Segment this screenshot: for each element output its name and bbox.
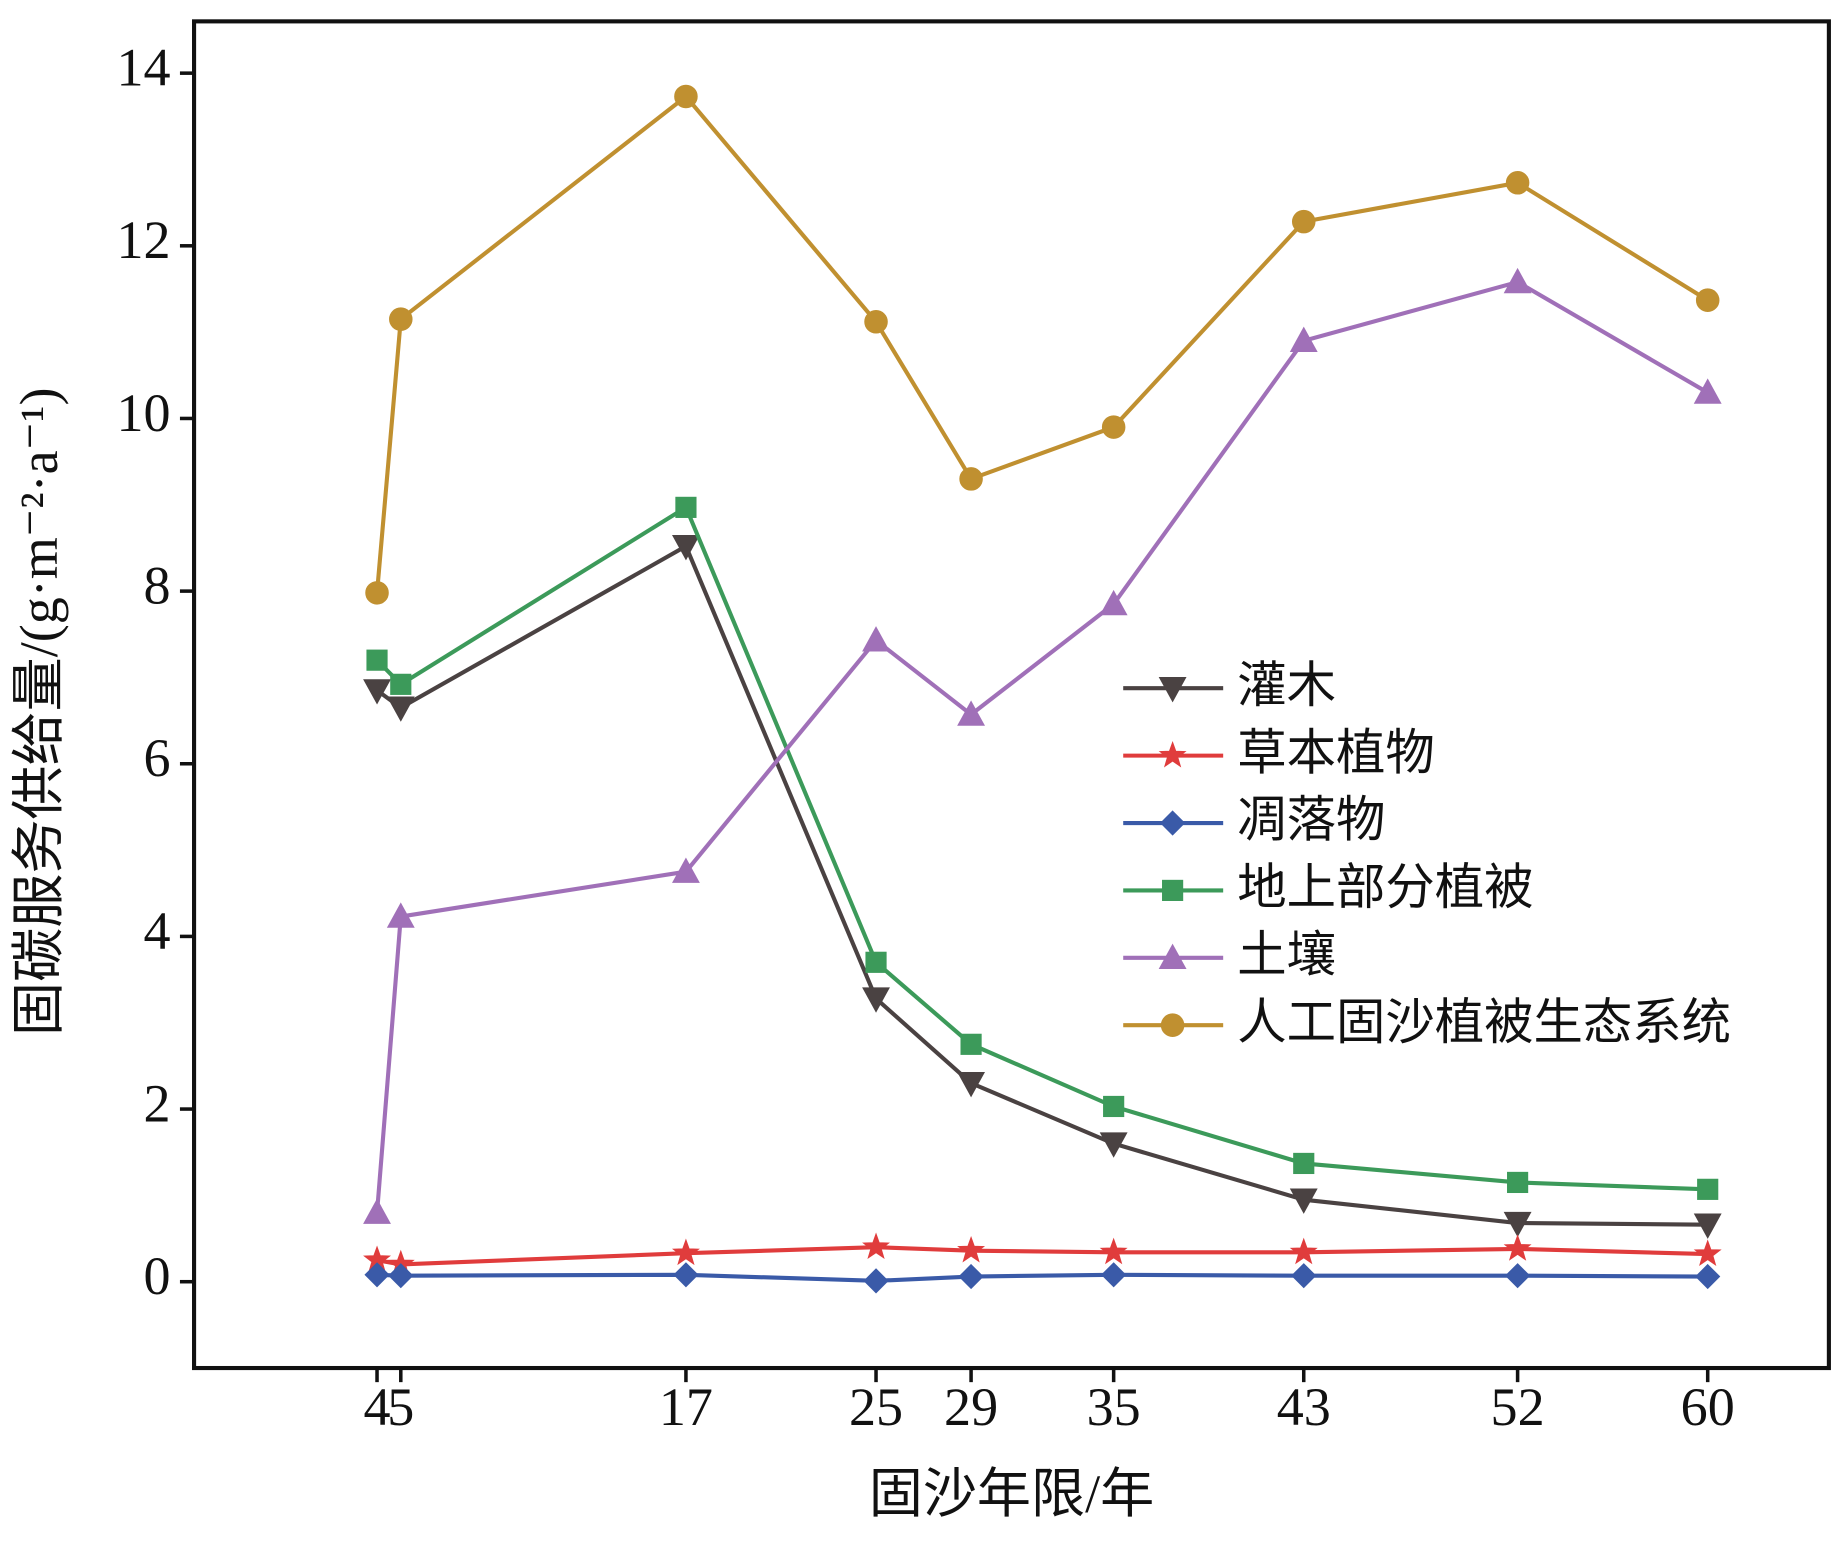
marker xyxy=(363,1198,391,1224)
marker xyxy=(1293,1152,1315,1175)
marker xyxy=(1503,267,1532,294)
marker xyxy=(673,1262,699,1288)
y-tick-label: 12 xyxy=(116,210,170,270)
marker xyxy=(364,1262,390,1288)
series-line xyxy=(374,93,1709,594)
marker xyxy=(1505,1263,1531,1289)
marker xyxy=(1099,589,1128,616)
x-tick-label: 52 xyxy=(1491,1377,1545,1437)
marker xyxy=(1695,288,1720,312)
marker xyxy=(674,84,698,109)
marker xyxy=(862,987,890,1013)
legend-text: 灌木 xyxy=(1237,658,1336,713)
marker xyxy=(1291,209,1316,234)
legend-marker xyxy=(1158,943,1187,969)
marker xyxy=(671,1238,700,1266)
plot-frame xyxy=(192,19,1831,1371)
legend-text: 土壤 xyxy=(1237,927,1336,982)
marker xyxy=(1101,415,1126,439)
y-tick-label: 2 xyxy=(143,1073,170,1133)
marker xyxy=(390,673,412,695)
y-tick-label: 14 xyxy=(116,38,170,98)
y-tick-label: 6 xyxy=(143,728,170,788)
y-axis-label: 固碳服务供给量/(g·m⁻²·a⁻¹) xyxy=(9,388,69,1036)
marker xyxy=(363,679,391,705)
marker xyxy=(863,1268,889,1294)
x-tick-label: 17 xyxy=(659,1377,713,1437)
x-tick-label: 25 xyxy=(849,1377,903,1437)
marker xyxy=(1693,1239,1722,1266)
x-tick-label: 35 xyxy=(1087,1377,1141,1437)
y-tick-label: 4 xyxy=(143,901,170,961)
marker xyxy=(386,902,415,928)
marker xyxy=(1693,378,1722,404)
marker xyxy=(1505,171,1530,195)
legend-marker xyxy=(1162,879,1184,901)
marker xyxy=(672,857,700,883)
marker xyxy=(1695,1263,1721,1290)
marker xyxy=(1103,1095,1125,1118)
legend-text: 人工固沙植被生态系统 xyxy=(1237,995,1731,1050)
marker xyxy=(957,1071,986,1098)
marker xyxy=(1697,1178,1719,1200)
x-tick-label: 4 xyxy=(364,1377,391,1437)
marker xyxy=(958,1263,984,1290)
marker xyxy=(959,467,983,491)
marker xyxy=(1503,1211,1532,1238)
marker xyxy=(672,535,700,561)
marker xyxy=(1507,1171,1529,1194)
y-tick-label: 8 xyxy=(143,556,170,616)
marker xyxy=(1099,1237,1128,1265)
marker xyxy=(1291,1263,1317,1289)
legend-text: 凋落物 xyxy=(1237,793,1385,848)
x-tick-label: 60 xyxy=(1681,1377,1735,1437)
marker xyxy=(1289,1237,1318,1265)
marker xyxy=(675,496,697,518)
marker xyxy=(1693,1213,1722,1239)
marker xyxy=(1503,1234,1532,1261)
legend-marker xyxy=(1160,1013,1185,1037)
x-axis-label: 固沙年限/年 xyxy=(869,1464,1155,1524)
marker xyxy=(365,581,389,605)
marker xyxy=(865,951,887,973)
marker xyxy=(1289,1188,1318,1214)
y-tick-label: 0 xyxy=(143,1246,170,1306)
marker xyxy=(1099,1132,1128,1158)
series-line xyxy=(374,279,1709,1213)
marker xyxy=(389,307,413,331)
marker xyxy=(862,626,890,652)
y-tick-label: 10 xyxy=(116,383,170,443)
legend-marker xyxy=(1158,740,1187,768)
marker xyxy=(864,310,888,334)
legend-marker xyxy=(1160,810,1186,836)
marker xyxy=(1289,326,1318,352)
marker xyxy=(386,696,415,722)
x-tick-label: 29 xyxy=(944,1377,998,1437)
marker xyxy=(957,700,986,726)
x-tick-label: 43 xyxy=(1277,1377,1331,1437)
marker xyxy=(957,1235,986,1263)
marker xyxy=(862,1232,890,1260)
series-line xyxy=(376,1245,1708,1267)
marker xyxy=(1101,1262,1127,1288)
marker xyxy=(960,1033,982,1055)
marker xyxy=(366,649,388,671)
legend-text: 地上部分植被 xyxy=(1237,860,1533,915)
marker xyxy=(388,1263,414,1289)
legend-marker xyxy=(1158,677,1187,703)
legend-text: 草本植物 xyxy=(1237,725,1435,780)
x-tick-label: 5 xyxy=(387,1377,414,1437)
